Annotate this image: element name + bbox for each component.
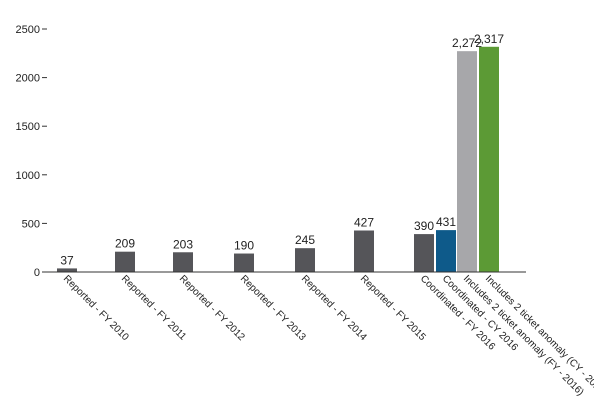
x-category-label: Reported - FY 2015 [358,273,428,343]
y-tick-label: 1000 [16,170,40,182]
bar [57,268,77,272]
bar [173,252,193,272]
y-tick-label: 2000 [16,73,40,85]
data-label: 37 [60,253,74,267]
y-tick-label: 500 [22,218,40,230]
data-label: 390 [414,219,434,233]
y-tick-label: 1500 [16,121,40,133]
bar [354,230,374,272]
bar [414,234,434,272]
bars [57,46,499,273]
y-axis: 0 500 1000 1500 2000 2500 [16,24,47,279]
data-label: 427 [354,215,374,229]
data-label: 2,272 [452,36,482,50]
bar [234,253,254,272]
bar [479,46,499,273]
data-label: 2,317 [474,32,504,46]
x-category-label: Reported - FY 2011 [119,273,189,343]
bar [295,248,315,272]
x-category-label: Reported - FY 2014 [299,273,369,343]
bar [457,51,477,273]
y-tick-label: 0 [34,267,40,279]
data-label: 431 [436,215,456,229]
x-category-label: Reported - FY 2013 [238,273,308,343]
bar [115,251,135,272]
data-label: 203 [173,237,193,251]
data-label: 190 [234,239,254,253]
x-category-label: Reported - FY 2010 [61,273,131,343]
data-label: 209 [115,237,135,251]
bar [436,230,456,272]
y-tick-label: 2500 [16,24,40,36]
data-label: 245 [295,233,315,247]
